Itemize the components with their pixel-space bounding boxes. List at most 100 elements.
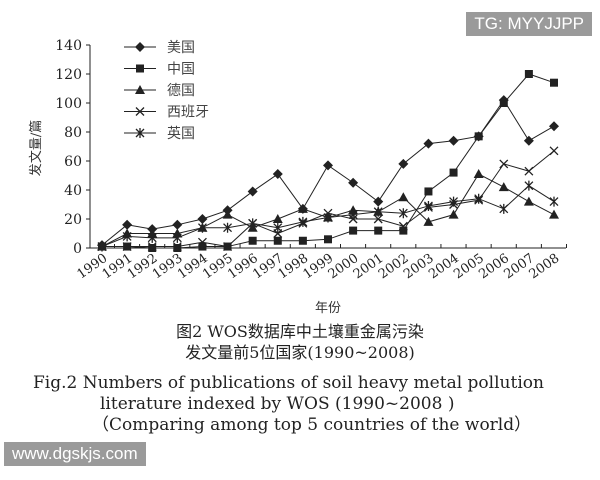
data-point: [172, 242, 182, 252]
legend-item: 德国: [124, 83, 195, 99]
data-point: [549, 196, 559, 207]
data-point: [136, 64, 144, 73]
data-point: [97, 241, 107, 252]
data-point: [524, 70, 533, 78]
x-tick-label: 2008: [527, 251, 563, 282]
legend-label: 美国: [167, 40, 195, 56]
data-point: [474, 132, 483, 141]
data-point: [499, 203, 509, 214]
y-tick-label: 20: [64, 212, 82, 228]
legend-item: 英国: [124, 125, 195, 142]
data-point: [135, 128, 145, 138]
caption-cn-line1: 图2 WOS数据库中土壤重金属污染: [176, 322, 424, 341]
data-point: [198, 242, 207, 251]
data-point: [499, 159, 509, 169]
data-point: [135, 85, 145, 94]
legend-label: 德国: [167, 83, 195, 99]
data-point: [298, 236, 307, 245]
data-point: [298, 216, 308, 227]
data-point: [348, 177, 359, 188]
data-point: [122, 231, 132, 242]
watermark-top: TG: MYYJJPP: [466, 12, 592, 36]
caption-cn-line2: 发文量前5位国家(1990~2008): [185, 343, 415, 362]
data-point: [147, 232, 157, 243]
data-point: [197, 222, 207, 233]
data-point: [222, 209, 233, 219]
y-tick-label: 40: [64, 183, 82, 199]
data-point: [549, 209, 559, 219]
legend-item: 西班牙: [124, 105, 209, 121]
data-point: [474, 193, 484, 204]
data-point: [423, 200, 433, 211]
data-point: [349, 226, 358, 235]
data-point: [172, 232, 182, 243]
data-point: [449, 168, 458, 177]
data-point: [323, 160, 333, 171]
legend-item: 中国: [124, 62, 195, 78]
y-tick-label: 140: [55, 38, 82, 54]
data-point: [223, 242, 233, 252]
data-point: [172, 219, 183, 230]
legend-item: 美国: [124, 40, 195, 56]
y-tick-label: 80: [64, 125, 82, 141]
data-point: [373, 196, 384, 207]
caption-en-line1: Fig.2 Numbers of publications of soil he…: [33, 373, 544, 393]
caption-en-line2: literature indexed by WOS (1990~2008 ): [100, 394, 455, 414]
data-point: [374, 226, 383, 235]
data-point: [398, 208, 408, 219]
data-point: [373, 206, 383, 217]
data-point: [523, 196, 534, 206]
data-point: [197, 237, 207, 247]
y-tick-label: 0: [73, 241, 82, 257]
data-point: [398, 192, 409, 202]
legend-label: 西班牙: [167, 105, 209, 121]
watermark-bottom: www.dgskjs.com: [4, 442, 146, 466]
data-point: [423, 216, 434, 226]
data-point: [122, 242, 132, 252]
data-point: [448, 209, 459, 219]
data-point: [173, 244, 182, 252]
legend-label: 中国: [167, 62, 195, 78]
data-point: [273, 222, 283, 233]
data-point: [448, 135, 459, 146]
data-point: [373, 214, 383, 224]
data-point: [549, 121, 559, 132]
data-point: [473, 169, 484, 179]
data-point: [424, 187, 433, 196]
y-tick-label: 100: [55, 96, 82, 112]
data-point: [247, 186, 258, 197]
data-point: [449, 196, 459, 207]
data-point: [272, 214, 283, 223]
data-point: [399, 226, 408, 235]
data-point: [248, 218, 258, 229]
data-point: [498, 182, 509, 192]
series-line: [101, 99, 555, 246]
data-point: [197, 214, 208, 224]
data-point: [297, 203, 308, 213]
data-point: [272, 169, 283, 180]
data-point: [348, 209, 358, 220]
data-point: [524, 166, 534, 176]
data-point: [550, 78, 558, 87]
data-point: [423, 138, 434, 149]
data-point: [148, 244, 157, 252]
data-point: [499, 99, 508, 107]
y-tick-label: 60: [64, 154, 82, 170]
data-point: [398, 158, 409, 169]
data-point: [135, 107, 145, 116]
data-point: [324, 235, 332, 244]
y-tick-label: 120: [55, 67, 82, 83]
data-point: [398, 221, 408, 231]
data-point: [122, 219, 133, 230]
data-point: [147, 242, 157, 252]
data-point: [273, 236, 282, 245]
line-chart: 0204060801001201401990199119921993199419…: [28, 38, 567, 316]
data-point: [323, 212, 333, 223]
data-point: [223, 222, 233, 233]
data-point: [549, 146, 559, 156]
data-point: [135, 42, 145, 52]
data-point: [523, 135, 534, 146]
data-point: [524, 180, 534, 191]
legend-label: 英国: [167, 125, 195, 142]
y-axis-label: 发文量/篇: [28, 120, 44, 176]
